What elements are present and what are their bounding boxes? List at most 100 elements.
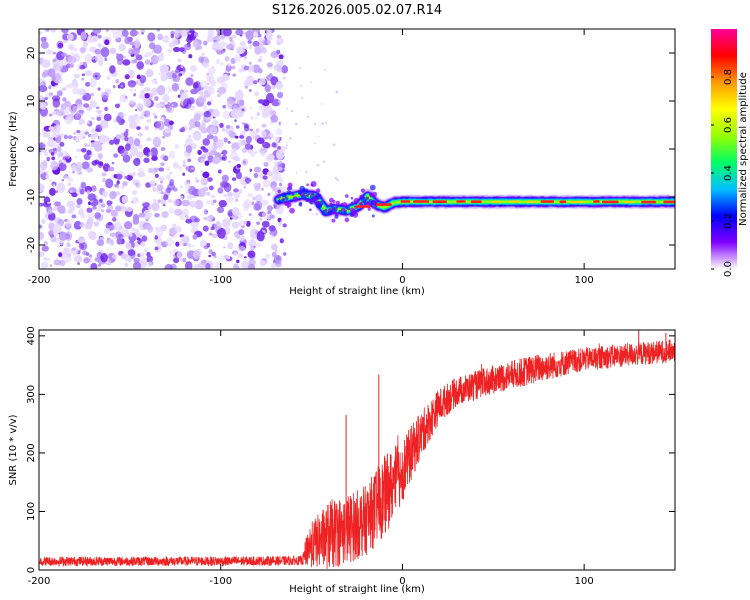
noise-speckle <box>150 183 155 188</box>
noise-speckle <box>163 155 169 162</box>
noise-speckle <box>56 109 65 117</box>
signal-speckle <box>335 200 340 205</box>
noise-speckle <box>278 91 281 93</box>
noise-speckle <box>146 261 153 268</box>
noise-speckle <box>275 81 284 90</box>
noise-speckle <box>76 198 83 205</box>
noise-speckle <box>166 104 172 112</box>
noise-speckle <box>123 131 129 138</box>
noise-speckle <box>129 172 133 176</box>
noise-speckle <box>218 199 227 208</box>
noise-speckle <box>49 187 56 196</box>
snr-line <box>39 339 675 569</box>
noise-speckle <box>183 160 186 164</box>
noise-speckle <box>261 47 267 54</box>
signal-speckle <box>310 183 314 187</box>
noise-speckle <box>79 64 86 70</box>
noise-speckle <box>249 128 253 132</box>
noise-speckle <box>39 31 43 35</box>
noise-speckle <box>271 84 276 90</box>
noise-speckle <box>109 139 115 145</box>
noise-speckle <box>90 92 95 97</box>
noise-speckle <box>154 115 158 119</box>
noise-speckle <box>58 231 68 241</box>
noise-speckle <box>154 246 159 251</box>
noise-speckle <box>131 45 136 49</box>
noise-speckle <box>39 168 45 175</box>
noise-speckle <box>80 148 87 153</box>
noise-speckle <box>174 143 179 150</box>
noise-speckle <box>133 138 141 147</box>
noise-speckle <box>133 93 137 97</box>
noise-speckle <box>136 61 144 70</box>
noise-speckle <box>74 255 83 263</box>
signal-speckle <box>289 207 295 214</box>
noise-speckle <box>106 200 112 206</box>
noise-speckle <box>76 104 83 111</box>
noise-speckle <box>172 161 179 169</box>
noise-speckle <box>190 74 194 78</box>
noise-speckle <box>182 67 186 72</box>
noise-speckle <box>182 98 192 109</box>
noise-speckle <box>225 124 231 129</box>
noise-speckle <box>142 202 150 208</box>
noise-speckle <box>271 251 277 258</box>
noise-speckle <box>80 214 87 219</box>
noise-speckle <box>84 185 93 193</box>
noise-speckle <box>87 223 91 226</box>
noise-speckle <box>285 144 288 147</box>
noise-speckle <box>202 171 210 179</box>
noise-speckle <box>51 156 56 161</box>
noise-speckle <box>249 106 252 110</box>
signal-speckle <box>359 194 363 199</box>
noise-speckle <box>217 93 221 97</box>
noise-speckle <box>229 37 233 42</box>
noise-speckle <box>281 152 285 156</box>
noise-speckle <box>193 113 201 121</box>
noise-speckle <box>201 52 205 57</box>
noise-speckle <box>209 126 218 135</box>
noise-speckle <box>254 45 262 55</box>
noise-speckle <box>208 232 213 236</box>
noise-speckle <box>253 172 259 179</box>
noise-speckle <box>53 259 61 266</box>
noise-speckle <box>50 160 59 171</box>
noise-speckle <box>189 200 197 208</box>
noise-speckle <box>161 211 169 218</box>
noise-speckle <box>124 96 128 99</box>
colorbar-tick-label: 0.8 <box>723 69 734 85</box>
noise-speckle <box>58 78 64 84</box>
noise-speckle <box>97 43 102 48</box>
noise-speckle <box>175 241 180 247</box>
noise-speckle <box>155 103 163 109</box>
noise-speckle <box>333 143 336 146</box>
noise-speckle <box>209 98 214 102</box>
noise-speckle <box>203 104 208 111</box>
noise-speckle <box>106 75 111 81</box>
noise-speckle <box>192 234 198 240</box>
noise-speckle <box>75 161 83 172</box>
noise-speckle <box>104 39 110 46</box>
noise-speckle <box>157 199 161 203</box>
noise-speckle <box>164 127 171 134</box>
noise-speckle <box>66 33 74 41</box>
noise-speckle <box>71 214 77 219</box>
noise-speckle <box>334 176 338 180</box>
noise-speckle <box>252 196 256 201</box>
noise-speckle <box>283 167 286 170</box>
noise-speckle <box>131 59 135 64</box>
noise-speckle <box>105 178 114 189</box>
noise-speckle <box>127 249 136 256</box>
noise-speckle <box>212 156 221 165</box>
noise-speckle <box>230 125 233 128</box>
noise-speckle <box>86 207 93 213</box>
noise-speckle <box>188 127 192 131</box>
noise-speckle <box>244 178 252 183</box>
noise-speckle <box>87 144 90 147</box>
noise-speckle <box>171 104 174 107</box>
noise-speckle <box>168 42 175 48</box>
signal-speckle <box>276 194 281 199</box>
noise-speckle <box>185 145 193 154</box>
noise-speckle <box>222 104 226 109</box>
noise-speckle <box>133 58 138 64</box>
